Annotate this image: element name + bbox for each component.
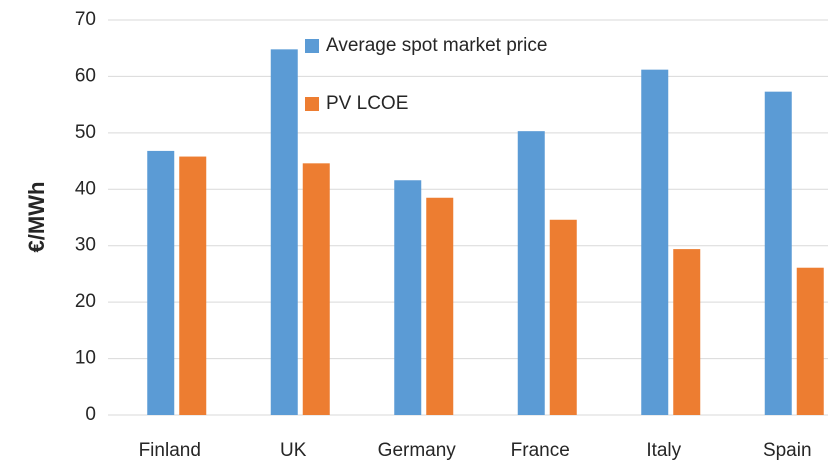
x-tick-label: Finland: [139, 440, 201, 461]
x-tick-label: Germany: [378, 440, 457, 461]
y-tick-label: 0: [85, 404, 96, 425]
y-tick-label: 70: [75, 9, 96, 30]
y-tick-label: 30: [75, 235, 96, 256]
bar: [394, 180, 422, 415]
x-tick-label: Spain: [763, 440, 812, 461]
x-tick-label: Italy: [646, 440, 681, 461]
y-tick-label: 60: [75, 65, 96, 86]
bar: [549, 219, 577, 415]
y-tick-label: 20: [75, 291, 96, 312]
bar: [302, 163, 330, 415]
bar: [517, 131, 545, 415]
legend-swatch: [305, 39, 319, 53]
bar: [179, 156, 207, 416]
bar: [641, 69, 669, 416]
y-tick-label: 10: [75, 348, 96, 369]
x-tick-label: France: [511, 440, 570, 461]
bar: [764, 91, 792, 416]
legend-label: PV LCOE: [326, 93, 408, 114]
legend-label: Average spot market price: [326, 35, 547, 56]
bar: [796, 267, 824, 415]
y-tick-label: 50: [75, 122, 96, 143]
bar: [426, 197, 454, 415]
y-axis-label: €/MWh: [24, 182, 49, 253]
legend-swatch: [305, 97, 319, 111]
bar: [147, 150, 175, 415]
bar: [673, 249, 701, 415]
bar: [270, 49, 298, 415]
y-tick-label: 40: [75, 178, 96, 199]
x-tick-label: UK: [280, 440, 307, 461]
